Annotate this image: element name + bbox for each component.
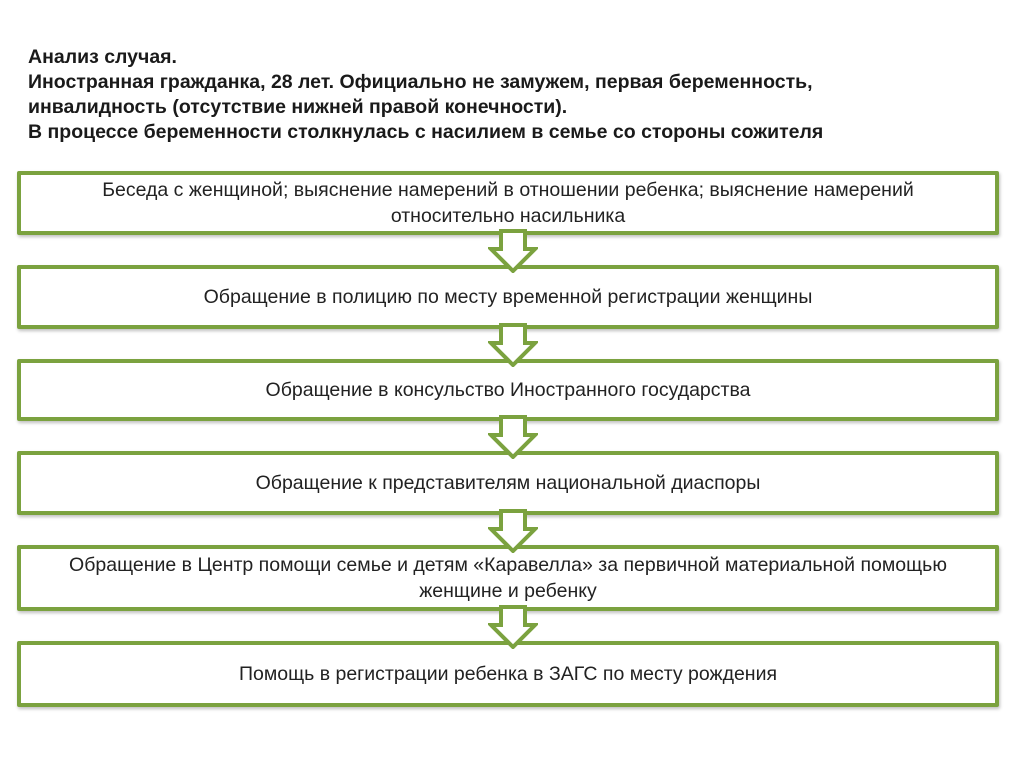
down-arrow-icon — [488, 605, 538, 649]
step-box-6: Помощь в регистрации ребенка в ЗАГС по м… — [17, 641, 999, 707]
header-line: инвалидность (отсутствие нижней правой к… — [28, 96, 568, 118]
down-arrow-icon — [488, 323, 538, 367]
down-arrow-icon — [488, 415, 538, 459]
step-box-4: Обращение к представителям национальной … — [17, 451, 999, 515]
step-box-3: Обращение в консульство Иностранного гос… — [17, 359, 999, 421]
down-arrow-icon — [488, 229, 538, 273]
header-line: Иностранная гражданка, 28 лет. Официальн… — [28, 71, 813, 93]
step-box-2: Обращение в полицию по месту временной р… — [17, 265, 999, 329]
down-arrow-icon — [488, 509, 538, 553]
header-line: Анализ случая. — [28, 46, 177, 68]
step-box-5: Обращение в Центр помощи семье и детям «… — [17, 545, 999, 611]
step-box-1: Беседа с женщиной; выяснение намерений в… — [17, 171, 999, 235]
case-header: Анализ случая. Иностранная гражданка, 28… — [28, 45, 823, 145]
header-line: В процессе беременности столкнулась с на… — [28, 121, 824, 143]
